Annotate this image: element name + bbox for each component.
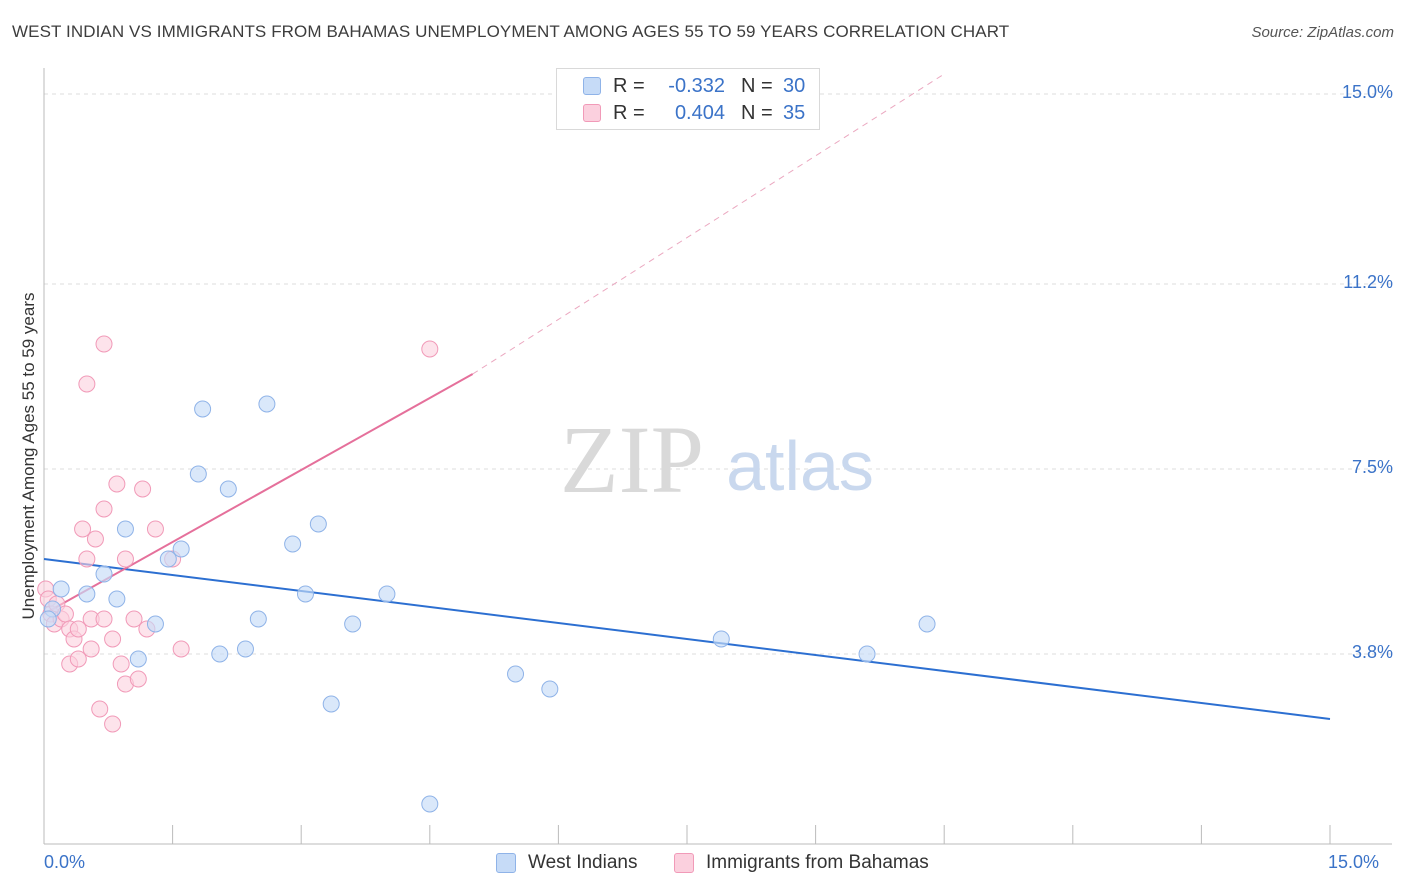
y-tick-label: 3.8%: [1351, 642, 1393, 662]
point-bahamas: [74, 520, 92, 538]
point-west-indians: [194, 400, 212, 418]
point-bahamas: [95, 335, 113, 353]
point-west-indians: [258, 395, 276, 413]
point-west-indians: [116, 520, 134, 538]
point-west-indians: [159, 550, 177, 568]
x-tick-label-min: 0.0%: [44, 852, 86, 872]
point-west-indians: [507, 665, 525, 683]
x-tick-label-max: 15.0%: [1328, 852, 1380, 872]
point-bahamas: [116, 550, 134, 568]
point-west-indians: [712, 630, 730, 648]
point-west-indians: [858, 645, 876, 663]
point-bahamas: [91, 700, 109, 718]
series-legend-label: Immigrants from Bahamas: [706, 852, 929, 873]
point-bahamas: [134, 480, 152, 498]
point-west-indians: [541, 680, 559, 698]
point-bahamas: [69, 620, 87, 638]
legend-r-label: R =: [613, 101, 645, 124]
point-bahamas: [112, 655, 130, 673]
watermark-zip: ZIP: [560, 406, 704, 513]
point-bahamas: [108, 475, 126, 493]
watermark: ZIP atlas: [560, 406, 874, 513]
point-west-indians: [309, 515, 327, 533]
point-bahamas: [82, 640, 100, 658]
legend-swatch-pink: [583, 104, 601, 122]
point-west-indians: [39, 610, 57, 628]
trendline-bahamas: [43, 373, 474, 615]
stats-legend: R = -0.332 N = 30 R = 0.404 N = 35: [556, 68, 820, 130]
series-legend: West Indians Immigrants from Bahamas: [0, 852, 1406, 878]
trendline-bahamas-extension: [472, 73, 945, 375]
legend-n-label: N =: [741, 101, 773, 124]
series-swatch-pink: [674, 853, 694, 873]
legend-n-label: N =: [741, 74, 773, 97]
point-bahamas: [95, 500, 113, 518]
point-west-indians: [378, 585, 396, 603]
point-west-indians: [421, 795, 439, 813]
legend-n-value: 30: [783, 74, 806, 97]
point-bahamas: [95, 610, 113, 628]
point-west-indians: [95, 565, 113, 583]
legend-r-label: R =: [613, 74, 645, 97]
point-west-indians: [108, 590, 126, 608]
point-bahamas: [78, 375, 96, 393]
point-bahamas: [421, 340, 439, 358]
y-axis-label: Unemployment Among Ages 55 to 59 years: [19, 292, 38, 620]
series-legend-west-indians[interactable]: West Indians: [496, 852, 637, 874]
chart-source: Source: ZipAtlas.com: [1251, 24, 1394, 41]
point-bahamas: [125, 610, 143, 628]
point-west-indians: [78, 585, 96, 603]
point-west-indians: [296, 585, 314, 603]
point-bahamas: [172, 640, 190, 658]
y-tick-label: 7.5%: [1351, 457, 1393, 477]
legend-swatch-blue: [583, 77, 601, 95]
y-tick-label: 15.0%: [1341, 82, 1393, 102]
point-bahamas: [78, 550, 96, 568]
axes: [43, 68, 1392, 845]
point-bahamas: [86, 530, 104, 548]
point-bahamas: [146, 520, 164, 538]
point-west-indians: [189, 465, 207, 483]
point-west-indians: [52, 580, 70, 598]
grid: [44, 93, 1392, 655]
trendline-west-indians: [43, 558, 1331, 720]
point-bahamas: [69, 650, 87, 668]
point-west-indians: [344, 615, 362, 633]
legend-row-bahamas: R = 0.404 N = 35: [583, 101, 805, 125]
series-legend-bahamas[interactable]: Immigrants from Bahamas: [674, 852, 929, 874]
point-west-indians: [236, 640, 254, 658]
point-west-indians: [284, 535, 302, 553]
point-west-indians: [129, 650, 147, 668]
point-west-indians: [322, 695, 340, 713]
series-swatch-blue: [496, 853, 516, 873]
point-west-indians: [211, 645, 229, 663]
legend-r-value: -0.332: [668, 74, 725, 97]
legend-r-value: 0.404: [674, 101, 725, 124]
point-bahamas: [104, 630, 122, 648]
trendlines: [43, 73, 1331, 720]
point-west-indians: [219, 480, 237, 498]
point-west-indians: [918, 615, 936, 633]
point-bahamas: [104, 715, 122, 733]
point-west-indians: [172, 540, 190, 558]
point-west-indians: [146, 615, 164, 633]
data-points: [37, 335, 936, 813]
series-legend-label: West Indians: [528, 852, 638, 873]
point-west-indians: [249, 610, 267, 628]
legend-row-west-indians: R = -0.332 N = 30: [583, 74, 805, 98]
point-bahamas: [129, 670, 147, 688]
legend-n-value: 35: [783, 101, 806, 124]
y-tick-label: 11.2%: [1343, 272, 1393, 292]
chart-title: WEST INDIAN VS IMMIGRANTS FROM BAHAMAS U…: [12, 22, 1010, 41]
watermark-atlas: atlas: [726, 427, 874, 505]
